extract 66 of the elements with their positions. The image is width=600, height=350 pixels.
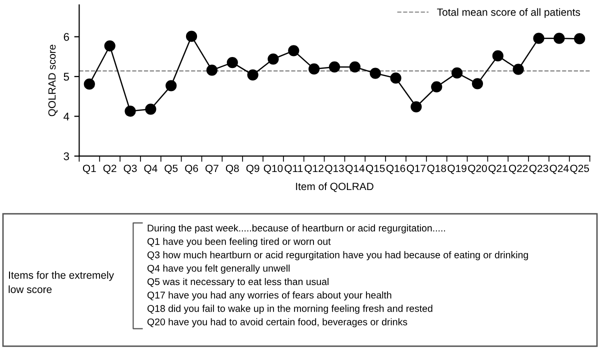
point xyxy=(390,72,402,84)
point xyxy=(451,67,463,78)
x-tick-label: Q5 xyxy=(164,164,178,174)
x-tick-label: Q25 xyxy=(570,164,589,174)
x-tick-label: Q19 xyxy=(448,164,466,174)
point xyxy=(308,63,320,75)
point xyxy=(431,81,442,92)
point xyxy=(492,50,504,62)
y-axis-title: QOLRAD score xyxy=(48,44,58,116)
point xyxy=(288,45,300,56)
point xyxy=(370,68,381,79)
x-tick-label: Q16 xyxy=(386,164,406,174)
point xyxy=(554,32,565,44)
point xyxy=(533,32,544,44)
text: Q5 was it necessary to eat less than usual xyxy=(147,278,328,288)
x-tick-label: Q17 xyxy=(406,164,426,174)
point xyxy=(328,61,340,73)
x-axis-title: Item of QOLRAD xyxy=(296,182,374,192)
point xyxy=(349,61,360,73)
point xyxy=(166,80,177,92)
x-tick-label: Q2 xyxy=(103,164,116,174)
x-tick-label: Q8 xyxy=(226,164,239,174)
x-tick-label: Q13 xyxy=(325,164,344,174)
point xyxy=(206,64,218,76)
x-tick-label: Q18 xyxy=(427,164,446,174)
text: Q18 did you fail to wake up in the morning feeling fresh and rested xyxy=(147,304,432,314)
y-tick-label: 5 xyxy=(64,72,70,81)
x-tick-label: Q24 xyxy=(550,164,569,174)
x-tick-label: Q14 xyxy=(346,164,364,174)
point xyxy=(124,106,136,117)
y-tick-label: 3 xyxy=(64,152,69,160)
point xyxy=(104,40,116,52)
x-tick-label: Q1 xyxy=(82,164,96,174)
point xyxy=(84,78,95,90)
legend-label: Total mean score of all patients xyxy=(437,8,580,18)
point xyxy=(410,101,422,112)
text: During the past week.....because of heartburn or acid regurgitation..... xyxy=(148,224,445,234)
point xyxy=(268,53,279,65)
y-tick-label: 4 xyxy=(64,112,70,120)
x-tick-label: Q6 xyxy=(185,164,198,174)
point xyxy=(472,78,484,90)
y-tick-label: 6 xyxy=(64,33,69,41)
point xyxy=(247,69,258,80)
x-tick-label: Q4 xyxy=(144,164,158,174)
x-tick-label: Q9 xyxy=(246,164,260,174)
x-tick-label: Q20 xyxy=(468,164,487,174)
x-tick-label: Q3 xyxy=(124,164,137,174)
point xyxy=(226,57,238,68)
text: Q17 have you had any worries of fears about your health xyxy=(147,291,392,300)
point xyxy=(574,33,586,44)
text: Q1 have you been feeling tired or worn out xyxy=(147,238,331,247)
text: Items for the extremely low score xyxy=(8,271,114,294)
x-tick-label: Q10 xyxy=(264,164,283,174)
x-tick-label: Q7 xyxy=(206,164,218,174)
x-tick-label: Q12 xyxy=(304,164,324,174)
x-tick-label: Q21 xyxy=(488,164,508,174)
text: Q3 how much heartburn or acid regurgitation have you had because of eating or drinking xyxy=(147,251,528,260)
x-tick-label: Q23 xyxy=(529,164,548,174)
point xyxy=(186,30,198,42)
text: Q20 have you had to avoid certain food, beverages or drinks xyxy=(147,318,408,328)
x-tick-label: Q11 xyxy=(284,164,303,174)
text: Q4 have you felt generally unwell xyxy=(147,264,290,274)
x-tick-label: Q15 xyxy=(366,164,385,174)
point xyxy=(512,64,524,75)
point xyxy=(145,104,156,115)
x-tick-label: Q22 xyxy=(508,164,528,174)
